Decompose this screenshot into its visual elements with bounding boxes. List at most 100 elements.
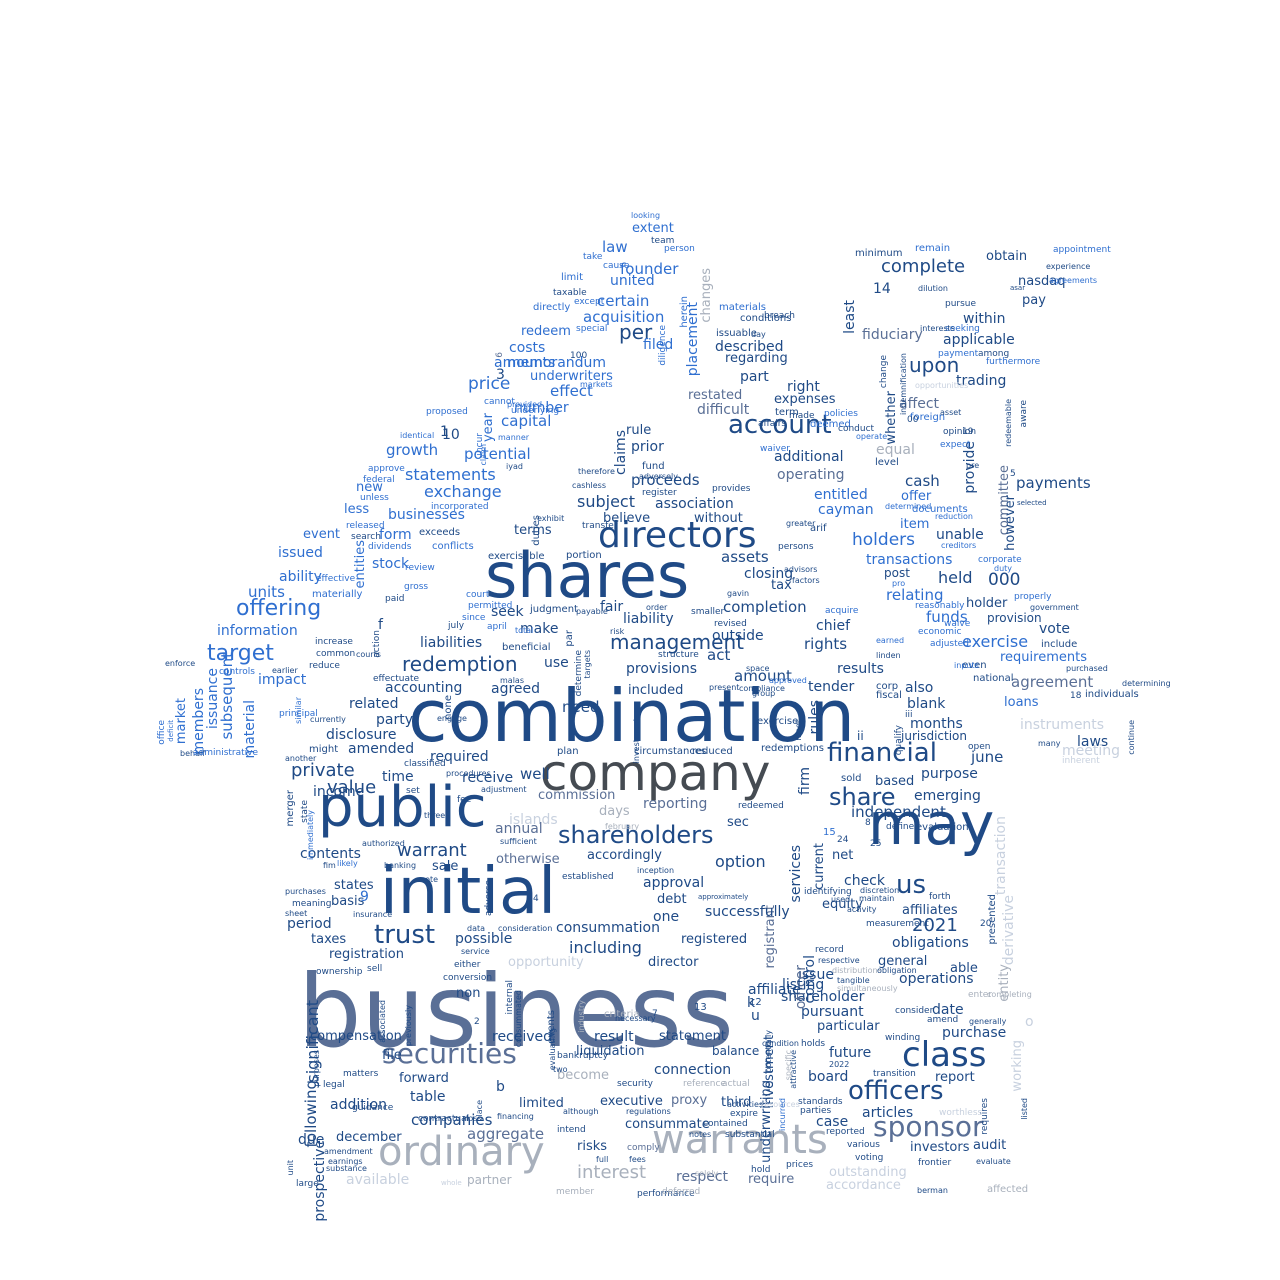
word-seek: seek bbox=[491, 604, 524, 620]
word-law: law bbox=[602, 238, 628, 256]
word-following: following bbox=[302, 1080, 320, 1148]
word-comply: comply bbox=[627, 1143, 660, 1153]
word-arif: arif bbox=[810, 523, 827, 534]
word-properly: properly bbox=[1014, 592, 1052, 602]
word-government: government bbox=[1030, 603, 1079, 612]
word-engage: engage bbox=[437, 714, 467, 723]
word-generally: generally bbox=[969, 1017, 1007, 1026]
word-april: april bbox=[487, 622, 507, 632]
word-three: three bbox=[424, 811, 446, 820]
word-without: without bbox=[694, 511, 743, 526]
word-successfully: successfully bbox=[705, 904, 790, 920]
word-restated: restated bbox=[688, 388, 743, 403]
word-determined: determined bbox=[885, 502, 932, 511]
word-either: either bbox=[454, 960, 481, 970]
word-adjustment: adjustment bbox=[481, 785, 527, 794]
word-tangible: tangible bbox=[837, 976, 870, 985]
word-obtain: obtain bbox=[986, 249, 1028, 264]
word-person: person bbox=[664, 244, 695, 254]
word-consummate: consummate bbox=[625, 1117, 710, 1132]
word-june: june bbox=[971, 748, 1004, 766]
word-substance: substance bbox=[326, 1164, 367, 1173]
word-operations: operations bbox=[899, 971, 974, 987]
word-term: term bbox=[775, 407, 799, 418]
word-two: two bbox=[553, 1065, 568, 1074]
word-contained: contained bbox=[703, 1119, 748, 1129]
word-indemnification: indemnification bbox=[899, 353, 908, 416]
word-compliance: compliance bbox=[739, 684, 785, 693]
word-agreed: agreed bbox=[491, 681, 541, 697]
word-security: security bbox=[617, 1079, 653, 1089]
word-plan: plan bbox=[557, 746, 579, 757]
word-affect: affect bbox=[899, 396, 940, 412]
word-compensation: compensation bbox=[310, 1029, 402, 1044]
word-interest: interest bbox=[577, 1162, 647, 1183]
word-service: service bbox=[461, 947, 490, 956]
word-additional: additional bbox=[774, 449, 844, 465]
word-per: per bbox=[619, 320, 653, 344]
word-unable: unable bbox=[936, 527, 984, 543]
word-breach: breach bbox=[764, 311, 795, 321]
word-voting: voting bbox=[855, 1153, 884, 1163]
word-offer: offer bbox=[901, 489, 932, 504]
word-full: full bbox=[596, 1155, 609, 1164]
word-national: national bbox=[973, 673, 1014, 684]
word-selected: selected bbox=[1017, 499, 1047, 507]
word-board: board bbox=[808, 1069, 849, 1085]
word-terms: terms bbox=[514, 523, 552, 538]
word-reporting: reporting bbox=[643, 796, 708, 812]
word-20: 20 bbox=[980, 919, 992, 929]
word-commission: commission bbox=[538, 788, 616, 803]
word-accordance: accordance bbox=[826, 1178, 901, 1193]
word-incorporated: incorporated bbox=[431, 502, 489, 512]
word-set: set bbox=[406, 786, 420, 796]
word-linden: linden bbox=[876, 651, 901, 660]
word-claims: claims bbox=[613, 430, 629, 475]
word-sponsor: sponsor bbox=[873, 1110, 984, 1143]
word-approval: approval bbox=[643, 875, 705, 891]
word-third: third bbox=[721, 1095, 752, 1110]
word-issuable: issuable bbox=[716, 328, 757, 339]
word-iii: iii bbox=[905, 710, 913, 720]
word-duty: duty bbox=[994, 564, 1013, 573]
word-even: even bbox=[962, 660, 987, 671]
word-relating: relating bbox=[886, 586, 944, 604]
word-part: part bbox=[740, 369, 769, 385]
word-information: information bbox=[217, 623, 298, 639]
word-activities: activities bbox=[727, 1100, 764, 1109]
word-use: use bbox=[544, 655, 569, 671]
word-4: 4 bbox=[533, 894, 539, 904]
word-operate: operate bbox=[856, 432, 888, 441]
word-need: need bbox=[562, 698, 600, 716]
word-issuance: issuance bbox=[205, 668, 221, 730]
word-amend: amend bbox=[927, 1015, 959, 1025]
word-current: current bbox=[812, 843, 827, 890]
word-rules: rules bbox=[807, 700, 823, 735]
word-member: member bbox=[556, 1187, 595, 1197]
word-2: 2 bbox=[474, 1017, 480, 1027]
word-judgment: judgment bbox=[530, 604, 578, 615]
word-non: non bbox=[456, 986, 481, 1001]
word-redeemed: redeemed bbox=[738, 801, 784, 811]
word-purposes: purposes bbox=[312, 1050, 321, 1087]
word-agreements: agreements bbox=[1049, 276, 1098, 285]
word-note: note bbox=[420, 875, 439, 884]
word-potential: potential bbox=[464, 445, 531, 463]
word-order: order bbox=[646, 603, 668, 612]
word-deferred: deferred bbox=[662, 1187, 701, 1197]
word-principal: principal bbox=[279, 709, 318, 719]
word-various: various bbox=[847, 1140, 880, 1150]
word-meet: meet bbox=[794, 720, 803, 741]
word-standards: standards bbox=[798, 1097, 843, 1107]
word-table: table bbox=[410, 1089, 446, 1105]
word-combination: combination bbox=[408, 674, 856, 758]
word-states: states bbox=[334, 878, 374, 893]
word-holders: holders bbox=[852, 530, 915, 550]
word-record: record bbox=[815, 945, 844, 955]
word-general: general bbox=[878, 954, 928, 969]
word-meaning: meaning bbox=[292, 899, 332, 909]
word-dividends: dividends bbox=[368, 542, 412, 552]
word-warrants: warrants bbox=[652, 1117, 828, 1163]
word-issued: issued bbox=[278, 545, 323, 561]
word-public: public bbox=[318, 775, 487, 840]
